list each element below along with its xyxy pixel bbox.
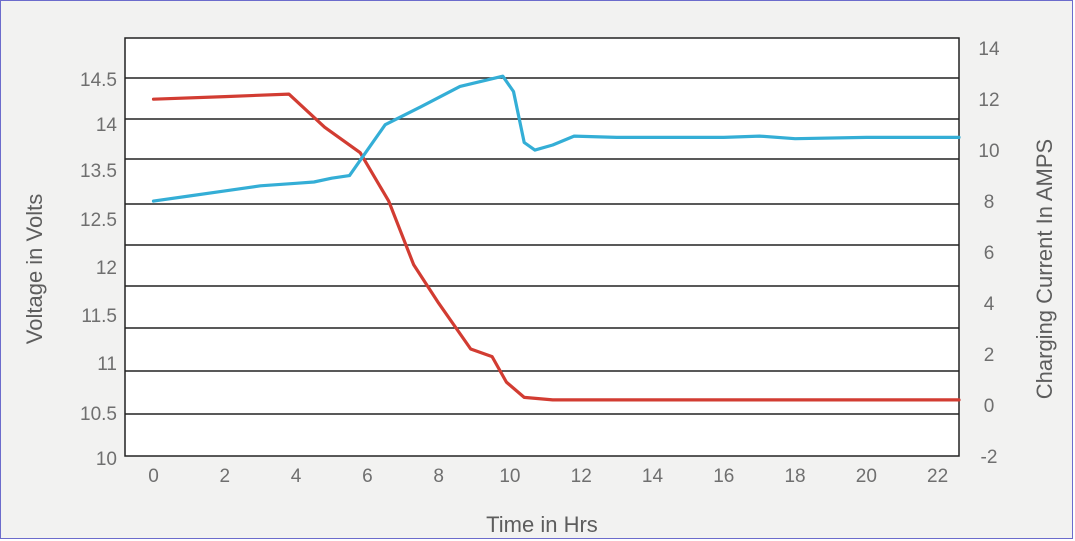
right-tick-label: 8 <box>984 192 995 213</box>
plot-area <box>124 37 960 457</box>
x-tick-label: 22 <box>927 466 948 487</box>
x-tick-label: 12 <box>571 466 592 487</box>
right-tick-label: 14 <box>978 39 1000 60</box>
right-tick-label: 0 <box>984 396 995 417</box>
right-tick-label: -2 <box>981 447 998 468</box>
left-tick-label: 14 <box>96 115 118 136</box>
left-tick-label: 14.5 <box>80 70 117 91</box>
x-tick-label: 16 <box>713 466 734 487</box>
grid-lines <box>125 77 959 415</box>
current-series-line <box>151 92 961 402</box>
left-tick-label: 10 <box>96 449 117 470</box>
series-lines <box>151 74 961 402</box>
x-tick-label: 10 <box>499 466 520 487</box>
right-tick-label: 6 <box>984 243 995 264</box>
right-axis-ticks: -2 0 2 4 6 8 10 12 14 <box>978 39 1000 468</box>
x-axis-ticks: 0 2 4 6 8 10 12 14 16 18 20 22 <box>148 466 948 487</box>
left-tick-label: 12 <box>96 258 117 279</box>
x-tick-label: 6 <box>362 466 373 487</box>
left-tick-label: 11.5 <box>81 306 117 327</box>
x-tick-label: 0 <box>148 466 159 487</box>
right-tick-label: 10 <box>978 141 999 162</box>
x-axis-title: Time in Hrs <box>486 512 598 537</box>
left-tick-label: 10.5 <box>80 404 117 425</box>
left-tick-label: 13.5 <box>80 161 117 182</box>
right-tick-label: 4 <box>984 294 995 315</box>
x-tick-label: 4 <box>291 466 302 487</box>
left-tick-label: 11 <box>97 354 117 375</box>
x-tick-label: 8 <box>433 466 444 487</box>
x-tick-label: 2 <box>220 466 231 487</box>
right-tick-label: 2 <box>984 345 995 366</box>
x-tick-label: 14 <box>642 466 664 487</box>
right-tick-label: 12 <box>978 90 999 111</box>
x-tick-label: 20 <box>856 466 877 487</box>
left-axis-ticks: 10 10.5 11 11.5 12 12.5 13.5 14 14.5 <box>80 70 117 470</box>
left-tick-label: 12.5 <box>80 210 117 231</box>
x-tick-label: 18 <box>784 466 805 487</box>
voltage-series-line <box>151 74 961 203</box>
y-axis-left-title: Voltage in Volts <box>22 194 47 344</box>
y-axis-right-title: Charging Current In AMPS <box>1032 139 1057 399</box>
